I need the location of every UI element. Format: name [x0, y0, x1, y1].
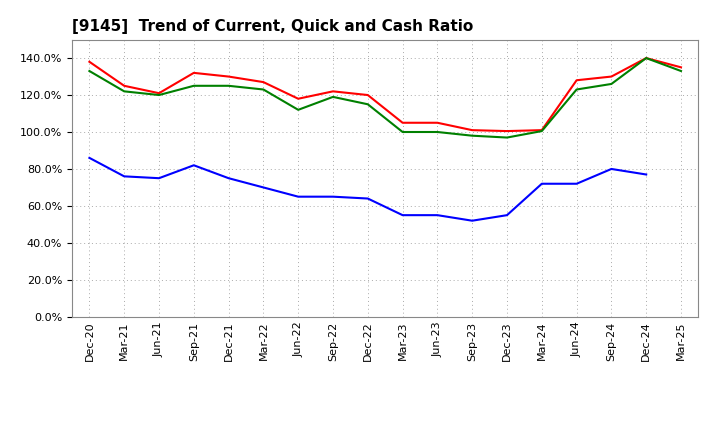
- Cash Ratio: [433, 213, 442, 218]
- Cash Ratio: [364, 196, 372, 201]
- Current Ratio: [398, 120, 407, 125]
- Cash Ratio: [503, 213, 511, 218]
- Current Ratio: [433, 120, 442, 125]
- Quick Ratio: [364, 102, 372, 107]
- Quick Ratio: [225, 83, 233, 88]
- Quick Ratio: [294, 107, 302, 113]
- Cash Ratio: [155, 176, 163, 181]
- Quick Ratio: [398, 129, 407, 135]
- Current Ratio: [364, 92, 372, 98]
- Current Ratio: [259, 80, 268, 85]
- Cash Ratio: [259, 185, 268, 190]
- Quick Ratio: [607, 81, 616, 87]
- Cash Ratio: [85, 155, 94, 161]
- Quick Ratio: [328, 94, 337, 99]
- Current Ratio: [677, 65, 685, 70]
- Current Ratio: [189, 70, 198, 76]
- Cash Ratio: [468, 218, 477, 224]
- Current Ratio: [642, 55, 651, 61]
- Text: [9145]  Trend of Current, Quick and Cash Ratio: [9145] Trend of Current, Quick and Cash …: [72, 19, 473, 34]
- Line: Quick Ratio: Quick Ratio: [89, 58, 681, 138]
- Quick Ratio: [503, 135, 511, 140]
- Line: Cash Ratio: Cash Ratio: [89, 158, 647, 221]
- Current Ratio: [328, 89, 337, 94]
- Current Ratio: [572, 77, 581, 83]
- Quick Ratio: [642, 55, 651, 61]
- Quick Ratio: [189, 83, 198, 88]
- Current Ratio: [85, 59, 94, 64]
- Quick Ratio: [537, 128, 546, 134]
- Cash Ratio: [642, 172, 651, 177]
- Quick Ratio: [85, 68, 94, 73]
- Quick Ratio: [677, 68, 685, 73]
- Current Ratio: [294, 96, 302, 101]
- Quick Ratio: [572, 87, 581, 92]
- Cash Ratio: [189, 163, 198, 168]
- Current Ratio: [503, 128, 511, 134]
- Quick Ratio: [259, 87, 268, 92]
- Current Ratio: [607, 74, 616, 79]
- Quick Ratio: [120, 89, 129, 94]
- Current Ratio: [537, 128, 546, 133]
- Quick Ratio: [433, 129, 442, 135]
- Current Ratio: [225, 74, 233, 79]
- Quick Ratio: [155, 92, 163, 98]
- Current Ratio: [120, 83, 129, 88]
- Cash Ratio: [120, 174, 129, 179]
- Quick Ratio: [468, 133, 477, 138]
- Cash Ratio: [398, 213, 407, 218]
- Cash Ratio: [328, 194, 337, 199]
- Cash Ratio: [607, 166, 616, 172]
- Cash Ratio: [294, 194, 302, 199]
- Line: Current Ratio: Current Ratio: [89, 58, 681, 131]
- Cash Ratio: [225, 176, 233, 181]
- Current Ratio: [468, 128, 477, 133]
- Cash Ratio: [537, 181, 546, 187]
- Cash Ratio: [572, 181, 581, 187]
- Current Ratio: [155, 91, 163, 96]
